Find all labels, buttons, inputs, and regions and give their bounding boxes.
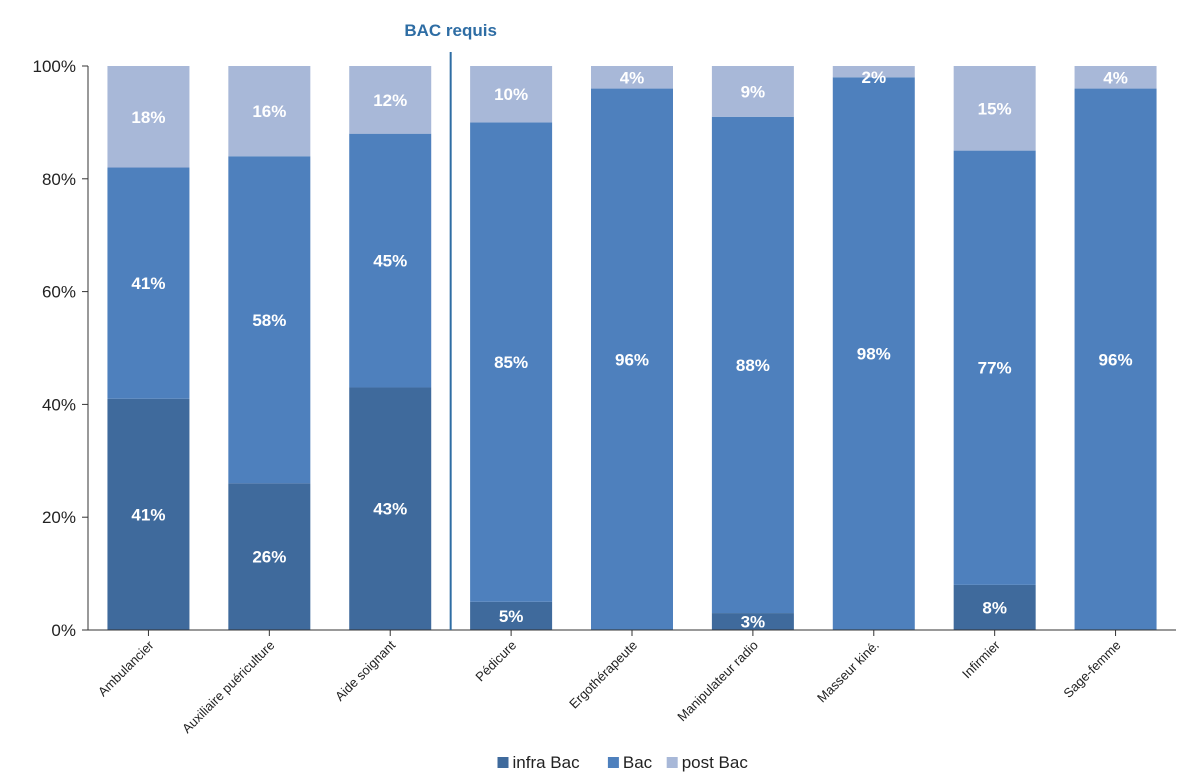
data-label-infirmier-infra-bac: 8% xyxy=(982,598,1007,617)
bar-masseur-kine-bac xyxy=(832,77,915,630)
bar-ambulancier-infra-bac xyxy=(107,398,190,630)
category-label-pedicure: Pédicure xyxy=(472,638,519,685)
data-label-auxiliaire-puericulture-bac: 58% xyxy=(252,311,286,330)
category-label-sage-femme: Sage-femme xyxy=(1060,638,1123,701)
category-label-manipulateur-radio: Manipulateur radio xyxy=(674,638,761,725)
bar-pedicure-post-bac xyxy=(470,66,553,123)
bac-requis-annotation: BAC requis xyxy=(404,21,497,40)
bar-manipulateur-radio-bac xyxy=(711,116,794,614)
bar-aide-soignant-post-bac xyxy=(349,66,432,134)
legend-label-infra-bac: infra Bac xyxy=(513,753,581,772)
category-label-ambulancier: Ambulancier xyxy=(95,637,157,699)
data-label-pedicure-post-bac: 10% xyxy=(494,85,528,104)
data-label-sage-femme-post-bac: 4% xyxy=(1103,68,1128,87)
bars-layer xyxy=(107,66,1157,630)
bar-masseur-kine-post-bac xyxy=(832,66,915,78)
y-axis: 0% 20% 40% 60% 80% 100% xyxy=(33,57,89,640)
data-label-ergotherapeute-bac: 96% xyxy=(615,350,649,369)
bar-ergotherapeute-post-bac xyxy=(591,66,673,89)
bar-aide-soignant-bac xyxy=(349,133,432,388)
data-label-aide-soignant-infra-bac: 43% xyxy=(373,500,407,519)
data-label-masseur-kine-post-bac: 2% xyxy=(861,68,886,87)
category-label-aide-soignant: Aide soignant xyxy=(332,637,399,704)
data-label-ergotherapeute-post-bac: 4% xyxy=(620,68,645,87)
bar-sage-femme-bac xyxy=(1074,88,1157,630)
bar-pedicure-bac xyxy=(470,122,553,602)
bar-pedicure-infra-bac xyxy=(470,601,553,630)
y-tick-label: 0% xyxy=(51,621,76,640)
data-label-pedicure-infra-bac: 5% xyxy=(499,607,524,626)
data-label-aide-soignant-bac: 45% xyxy=(373,252,407,271)
y-tick-label: 20% xyxy=(42,508,76,527)
data-label-aide-soignant-post-bac: 12% xyxy=(373,91,407,110)
bar-aide-soignant-infra-bac xyxy=(349,387,432,630)
data-label-ambulancier-post-bac: 18% xyxy=(131,108,165,127)
legend-label-post-bac: post Bac xyxy=(682,753,749,772)
legend: infra Bac Bac post Bac xyxy=(497,753,749,772)
category-label-infirmier: Infirmier xyxy=(959,637,1003,681)
data-label-manipulateur-radio-infra-bac: 3% xyxy=(741,613,766,632)
annotation-layer: BAC requis xyxy=(404,21,497,630)
y-tick-label: 60% xyxy=(42,283,76,302)
bar-auxiliaire-puericulture-infra-bac xyxy=(228,483,311,630)
data-label-masseur-kine-bac: 98% xyxy=(857,345,891,364)
legend-swatch-post-bac xyxy=(666,757,678,768)
category-label-ergotherapeute: Ergothérapeute xyxy=(566,638,640,712)
data-label-manipulateur-radio-bac: 88% xyxy=(736,356,770,375)
legend-label-bac: Bac xyxy=(623,753,653,772)
data-label-pedicure-bac: 85% xyxy=(494,353,528,372)
data-label-auxiliaire-puericulture-post-bac: 16% xyxy=(252,102,286,121)
data-label-infirmier-post-bac: 15% xyxy=(978,99,1012,118)
bar-ambulancier-post-bac xyxy=(107,66,190,168)
data-label-ambulancier-bac: 41% xyxy=(131,274,165,293)
bar-infirmier-bac xyxy=(953,150,1036,585)
bar-infirmier-infra-bac xyxy=(953,584,1036,630)
bar-manipulateur-radio-post-bac xyxy=(711,66,794,117)
data-label-manipulateur-radio-post-bac: 9% xyxy=(741,82,766,101)
data-label-ambulancier-infra-bac: 41% xyxy=(131,505,165,524)
y-tick-label: 40% xyxy=(42,395,76,414)
category-label-masseur-kine: Masseur kiné. xyxy=(814,638,882,706)
x-axis: Ambulancier Auxiliaire puériculture Aide s… xyxy=(88,629,1176,736)
bar-ergotherapeute-bac xyxy=(591,88,673,630)
category-label-auxiliaire-puericulture: Auxiliaire puériculture xyxy=(179,638,277,736)
bar-auxiliaire-puericulture-bac xyxy=(228,156,311,484)
bar-auxiliaire-puericulture-post-bac xyxy=(228,66,311,157)
data-label-infirmier-bac: 77% xyxy=(978,359,1012,378)
bar-sage-femme-post-bac xyxy=(1074,66,1157,89)
legend-swatch-infra-bac xyxy=(497,757,509,768)
y-tick-label: 80% xyxy=(42,170,76,189)
legend-swatch-bac xyxy=(607,757,619,768)
bar-infirmier-post-bac xyxy=(953,66,1036,151)
data-label-auxiliaire-puericulture-infra-bac: 26% xyxy=(252,548,286,567)
data-label-sage-femme-bac: 96% xyxy=(1099,350,1133,369)
y-tick-label: 100% xyxy=(33,57,76,76)
bar-manipulateur-radio-infra-bac xyxy=(711,613,794,630)
bar-ambulancier-bac xyxy=(107,167,190,399)
data-labels-layer: 41% 41% 18% 26% 58% 16% 43% 45% 12% 5% 85% 10% 96% 4%… xyxy=(131,68,1132,632)
